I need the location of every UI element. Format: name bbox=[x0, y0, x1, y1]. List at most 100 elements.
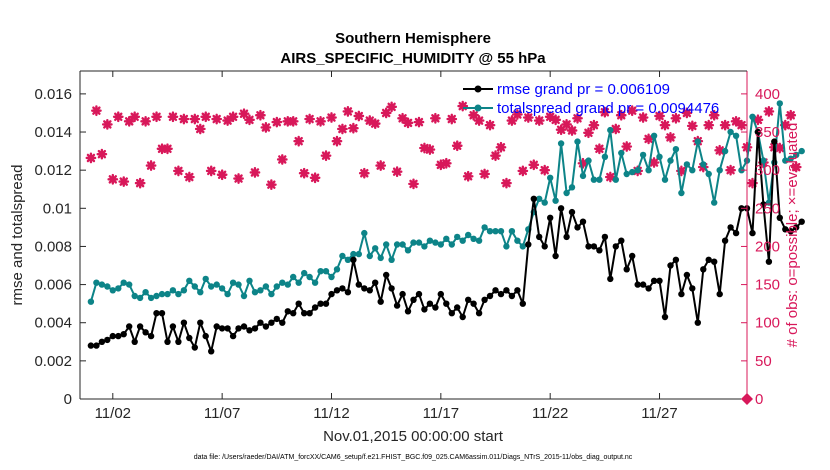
rmse-point bbox=[481, 296, 488, 303]
obs-possible-marker bbox=[583, 127, 594, 139]
obs-possible-marker bbox=[419, 142, 430, 154]
rmse-point bbox=[497, 290, 505, 298]
totalspread-point bbox=[612, 176, 619, 183]
rmse-point bbox=[147, 332, 155, 340]
rmse-point bbox=[454, 304, 461, 311]
rmse-point bbox=[235, 325, 242, 332]
totalspread-point bbox=[366, 252, 373, 260]
totalspread-point bbox=[301, 269, 308, 277]
totalspread-point bbox=[552, 197, 559, 204]
totalspread-point bbox=[508, 228, 516, 235]
obs-possible-marker bbox=[304, 113, 316, 125]
totalspread-point bbox=[443, 235, 450, 242]
totalspread-point bbox=[721, 147, 729, 155]
rmse-point bbox=[579, 218, 587, 225]
obs-possible-marker bbox=[271, 116, 283, 128]
rmse-point bbox=[257, 319, 264, 326]
totalspread-point bbox=[448, 241, 455, 248]
rmse-point bbox=[590, 243, 598, 250]
obs-possible-marker bbox=[342, 106, 354, 117]
rmse-point bbox=[716, 290, 723, 298]
rmse-point bbox=[771, 138, 778, 145]
obs-possible-marker bbox=[145, 160, 157, 171]
obs-possible-marker bbox=[101, 118, 113, 130]
totalspread-point bbox=[568, 184, 576, 191]
rmse-point bbox=[574, 224, 581, 231]
obs-possible-marker bbox=[528, 159, 540, 171]
obs-possible-marker bbox=[730, 115, 742, 127]
rmse-point bbox=[782, 226, 789, 233]
totalspread-point bbox=[273, 283, 280, 290]
obs-possible-marker bbox=[429, 112, 441, 124]
totalspread-point bbox=[481, 224, 488, 231]
rmse-point bbox=[749, 229, 756, 237]
rmse-point bbox=[268, 319, 275, 326]
rmse-point bbox=[432, 304, 439, 311]
totalspread-point bbox=[208, 283, 215, 290]
obs-possible-marker bbox=[298, 167, 310, 179]
legend-rmse-label: rmse grand pr = 0.006109 bbox=[497, 81, 670, 98]
obs-possible-marker bbox=[501, 177, 512, 189]
totalspread-point bbox=[229, 279, 237, 286]
totalspread-point bbox=[667, 157, 674, 164]
totalspread-point bbox=[262, 283, 270, 290]
rmse-point bbox=[639, 281, 647, 288]
rmse-point bbox=[164, 338, 171, 345]
obs-possible-marker bbox=[293, 135, 305, 147]
obs-possible-marker bbox=[599, 106, 611, 118]
obs-possible-marker bbox=[440, 157, 452, 169]
obs-possible-marker bbox=[747, 177, 758, 189]
totalspread-point bbox=[596, 176, 603, 183]
totalspread-point bbox=[557, 140, 565, 147]
totalspread-point bbox=[656, 153, 663, 160]
rmse-point bbox=[443, 300, 450, 307]
legend-rmse-marker bbox=[474, 85, 482, 93]
totalspread-point bbox=[776, 100, 783, 107]
rmse-point bbox=[284, 308, 291, 315]
obs-possible-marker bbox=[785, 109, 797, 121]
totalspread-point bbox=[459, 237, 466, 244]
rmse-point bbox=[683, 271, 691, 279]
totalspread-point bbox=[98, 281, 106, 288]
obs-possible-marker bbox=[183, 171, 195, 183]
totalspread-point bbox=[705, 170, 712, 178]
rmse-point bbox=[557, 205, 565, 212]
rmse-point bbox=[678, 290, 685, 298]
obs-possible-marker bbox=[462, 170, 474, 182]
y2-tick-label: 250 bbox=[755, 200, 780, 217]
obs-possible-marker bbox=[479, 168, 490, 180]
rmse-point bbox=[273, 315, 280, 323]
obs-possible-marker bbox=[708, 109, 720, 121]
totalspread-point bbox=[153, 292, 160, 300]
y-tick-label: 0.01 bbox=[43, 200, 72, 217]
obs-possible-marker bbox=[593, 143, 605, 155]
obs-possible-marker bbox=[648, 157, 660, 168]
rmse-point bbox=[393, 302, 401, 309]
rmse-point bbox=[754, 128, 762, 136]
rmse-point bbox=[98, 338, 106, 345]
rmse-point bbox=[623, 266, 630, 273]
obs-possible-marker bbox=[309, 172, 321, 184]
totalspread-point bbox=[284, 281, 291, 288]
rmse-point bbox=[279, 319, 286, 326]
obs-possible-marker bbox=[484, 119, 496, 131]
obs-possible-marker bbox=[681, 107, 693, 119]
series-layer bbox=[85, 100, 805, 405]
totalspread-point bbox=[475, 237, 483, 244]
obs-possible-marker bbox=[260, 122, 272, 133]
rmse-point bbox=[186, 334, 193, 342]
rmse-point bbox=[536, 233, 543, 241]
rmse-point bbox=[317, 300, 324, 307]
x-tick-label: 11/07 bbox=[204, 405, 240, 422]
rmse-point bbox=[355, 281, 362, 288]
totalspread-point bbox=[421, 243, 428, 250]
obs-possible-marker bbox=[233, 173, 244, 184]
totalspread-point bbox=[120, 279, 127, 286]
obs-possible-marker bbox=[205, 165, 217, 177]
obs-possible-marker bbox=[112, 111, 124, 123]
rmse-point bbox=[694, 319, 701, 326]
totalspread-point bbox=[344, 256, 352, 263]
obs-possible-marker bbox=[194, 123, 206, 135]
y-axis-label: rmse and totalspread bbox=[9, 165, 26, 306]
totalspread-point bbox=[295, 279, 302, 286]
